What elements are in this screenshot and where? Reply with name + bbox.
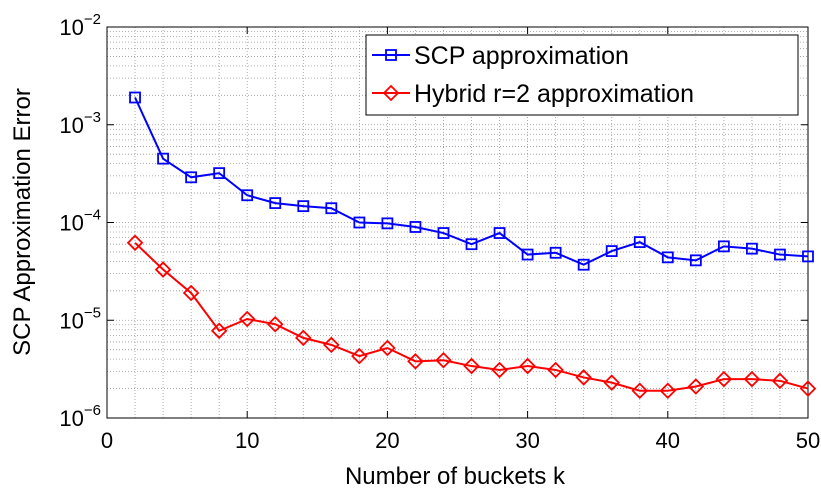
series-line [134, 97, 809, 266]
y-axis-label: SCP Approximation Error [9, 88, 36, 356]
plot-frame [106, 26, 809, 419]
marker [774, 248, 786, 261]
x-tick-label: 10 [235, 428, 259, 453]
legend-label: Hybrid r=2 approximation [414, 80, 694, 108]
marker [182, 284, 200, 302]
marker [715, 370, 733, 388]
x-tick-label: 30 [515, 428, 539, 453]
marker [771, 372, 789, 390]
marker [323, 336, 340, 354]
marker [185, 171, 198, 184]
marker [463, 357, 480, 375]
marker [129, 91, 141, 104]
marker [409, 221, 422, 233]
marker [437, 227, 450, 239]
legend-marker [382, 84, 400, 102]
marker [465, 238, 478, 251]
y-tick-label: 10−3 [59, 109, 101, 138]
marker [353, 216, 366, 229]
marker [157, 152, 169, 165]
marker [493, 227, 506, 239]
marker [266, 315, 284, 333]
x-tick-label: 50 [796, 428, 820, 453]
marker [238, 310, 256, 328]
marker [549, 246, 562, 259]
marker [126, 234, 144, 252]
marker [661, 251, 674, 264]
marker [241, 189, 254, 202]
marker [407, 353, 424, 370]
marker [519, 357, 536, 375]
legend-box [365, 34, 799, 116]
y-tick-label: 10−5 [59, 304, 101, 333]
marker [381, 217, 394, 230]
marker [491, 361, 508, 379]
marker [799, 380, 817, 397]
x-tick-label: 40 [656, 428, 680, 453]
marker [577, 258, 590, 271]
y-tick-label: 10−6 [59, 402, 101, 431]
marker [575, 369, 592, 386]
marker [603, 374, 620, 391]
marker [743, 370, 761, 388]
marker [631, 382, 649, 400]
marker [633, 236, 646, 249]
y-tick-label: 10−2 [59, 11, 101, 40]
marker [689, 254, 702, 267]
marker [605, 245, 618, 257]
marker [659, 382, 677, 400]
legend-marker [385, 49, 397, 61]
marker [435, 351, 452, 369]
x-tick-label: 0 [101, 428, 113, 453]
marker [351, 347, 368, 365]
marker [379, 339, 396, 357]
x-tick-label: 20 [375, 428, 399, 453]
marker [210, 322, 228, 340]
y-tick-label: 10−4 [59, 207, 101, 236]
legend-label: SCP approximation [414, 42, 629, 70]
marker [269, 197, 282, 209]
marker [521, 248, 534, 261]
marker [297, 200, 310, 213]
marker [213, 167, 226, 180]
marker [295, 329, 312, 347]
marker [746, 242, 758, 255]
marker [325, 202, 338, 215]
marker [154, 261, 172, 278]
marker [717, 240, 730, 253]
marker [687, 378, 705, 395]
series-line [134, 242, 809, 392]
x-axis-label: Number of buckets k [345, 463, 566, 490]
marker [802, 250, 814, 263]
marker [547, 361, 564, 379]
